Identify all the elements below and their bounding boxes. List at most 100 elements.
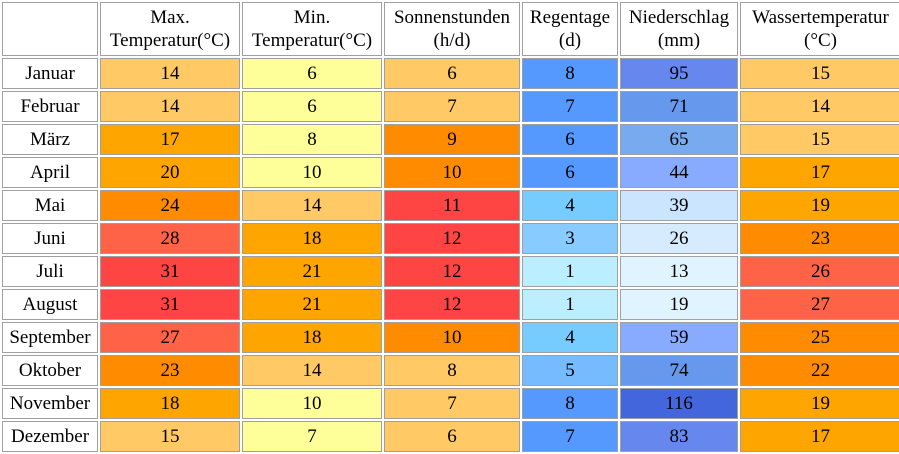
cell-water-temp: 14 (740, 91, 899, 122)
cell-precipitation: 44 (620, 157, 738, 188)
cell-min-temp: 10 (242, 157, 382, 188)
cell-max-temp: 17 (100, 124, 240, 155)
table-row: November 18 10 7 8 116 19 (2, 388, 899, 419)
cell-water-temp: 26 (740, 256, 899, 287)
cell-rain-days: 6 (522, 124, 618, 155)
cell-precipitation: 39 (620, 190, 738, 221)
header-rain-days: Regentage (d) (522, 2, 618, 56)
month-label: Februar (2, 91, 98, 122)
header-max-temp: Max. Temperatur(°C) (100, 2, 240, 56)
cell-min-temp: 14 (242, 355, 382, 386)
cell-water-temp: 15 (740, 58, 899, 89)
cell-max-temp: 18 (100, 388, 240, 419)
table-row: Januar 14 6 6 8 95 15 (2, 58, 899, 89)
table-row: Juli 31 21 12 1 13 26 (2, 256, 899, 287)
cell-sun-hours: 7 (384, 91, 520, 122)
cell-min-temp: 21 (242, 289, 382, 320)
cell-precipitation: 71 (620, 91, 738, 122)
cell-max-temp: 31 (100, 256, 240, 287)
header-min-temp: Min. Temperatur(°C) (242, 2, 382, 56)
month-label: Mai (2, 190, 98, 221)
cell-precipitation: 116 (620, 388, 738, 419)
cell-precipitation: 19 (620, 289, 738, 320)
table-row: Juni 28 18 12 3 26 23 (2, 223, 899, 254)
cell-precipitation: 83 (620, 421, 738, 452)
cell-water-temp: 19 (740, 388, 899, 419)
table-row: August 31 21 12 1 19 27 (2, 289, 899, 320)
month-label: Juni (2, 223, 98, 254)
cell-sun-hours: 7 (384, 388, 520, 419)
cell-max-temp: 31 (100, 289, 240, 320)
cell-max-temp: 14 (100, 58, 240, 89)
cell-water-temp: 19 (740, 190, 899, 221)
cell-max-temp: 28 (100, 223, 240, 254)
table-row: Mai 24 14 11 4 39 19 (2, 190, 899, 221)
cell-precipitation: 74 (620, 355, 738, 386)
cell-rain-days: 8 (522, 388, 618, 419)
cell-sun-hours: 12 (384, 256, 520, 287)
cell-sun-hours: 11 (384, 190, 520, 221)
table-row: Dezember 15 7 6 7 83 17 (2, 421, 899, 452)
cell-rain-days: 4 (522, 190, 618, 221)
cell-sun-hours: 9 (384, 124, 520, 155)
cell-sun-hours: 10 (384, 157, 520, 188)
cell-max-temp: 23 (100, 355, 240, 386)
cell-min-temp: 18 (242, 223, 382, 254)
cell-rain-days: 7 (522, 421, 618, 452)
header-precipitation: Niederschlag (mm) (620, 2, 738, 56)
header-water-temp: Wassertemperatur (°C) (740, 2, 899, 56)
table-row: September 27 18 10 4 59 25 (2, 322, 899, 353)
month-label: November (2, 388, 98, 419)
cell-precipitation: 26 (620, 223, 738, 254)
cell-min-temp: 14 (242, 190, 382, 221)
cell-max-temp: 20 (100, 157, 240, 188)
month-label: Juli (2, 256, 98, 287)
cell-water-temp: 23 (740, 223, 899, 254)
cell-precipitation: 13 (620, 256, 738, 287)
month-label: Oktober (2, 355, 98, 386)
cell-water-temp: 22 (740, 355, 899, 386)
table-row: Februar 14 6 7 7 71 14 (2, 91, 899, 122)
header-sun-hours: Sonnenstunden (h/d) (384, 2, 520, 56)
cell-min-temp: 8 (242, 124, 382, 155)
cell-sun-hours: 12 (384, 289, 520, 320)
cell-rain-days: 1 (522, 289, 618, 320)
table-header: Max. Temperatur(°C) Min. Temperatur(°C) So… (2, 2, 899, 56)
cell-sun-hours: 12 (384, 223, 520, 254)
cell-max-temp: 15 (100, 421, 240, 452)
cell-min-temp: 6 (242, 91, 382, 122)
table-row: April 20 10 10 6 44 17 (2, 157, 899, 188)
table-row: Oktober 23 14 8 5 74 22 (2, 355, 899, 386)
cell-rain-days: 8 (522, 58, 618, 89)
cell-rain-days: 6 (522, 157, 618, 188)
month-label: März (2, 124, 98, 155)
cell-rain-days: 3 (522, 223, 618, 254)
cell-water-temp: 15 (740, 124, 899, 155)
cell-precipitation: 65 (620, 124, 738, 155)
cell-rain-days: 4 (522, 322, 618, 353)
cell-precipitation: 95 (620, 58, 738, 89)
cell-sun-hours: 10 (384, 322, 520, 353)
cell-water-temp: 27 (740, 289, 899, 320)
cell-max-temp: 14 (100, 91, 240, 122)
cell-water-temp: 17 (740, 157, 899, 188)
cell-rain-days: 1 (522, 256, 618, 287)
cell-min-temp: 10 (242, 388, 382, 419)
month-label: April (2, 157, 98, 188)
table-body: Januar 14 6 6 8 95 15 Februar 14 6 7 7 71 14 März 17 8 9 6… (2, 58, 899, 452)
cell-rain-days: 7 (522, 91, 618, 122)
header-row: Max. Temperatur(°C) Min. Temperatur(°C) So… (2, 2, 899, 56)
cell-precipitation: 59 (620, 322, 738, 353)
table-row: März 17 8 9 6 65 15 (2, 124, 899, 155)
cell-min-temp: 18 (242, 322, 382, 353)
header-corner (2, 2, 98, 56)
month-label: Dezember (2, 421, 98, 452)
cell-sun-hours: 8 (384, 355, 520, 386)
cell-min-temp: 7 (242, 421, 382, 452)
cell-rain-days: 5 (522, 355, 618, 386)
month-label: Januar (2, 58, 98, 89)
cell-water-temp: 17 (740, 421, 899, 452)
month-label: September (2, 322, 98, 353)
cell-water-temp: 25 (740, 322, 899, 353)
